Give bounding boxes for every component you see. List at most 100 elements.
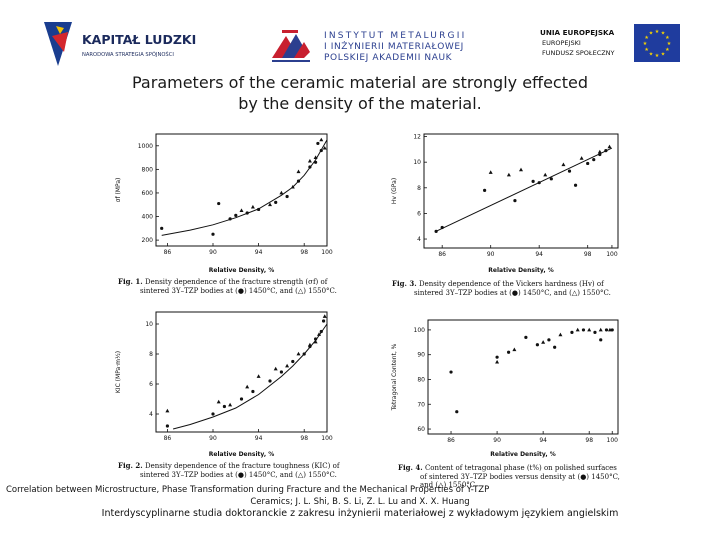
fig2-point-circle bbox=[302, 352, 306, 356]
fig4-point-circle bbox=[581, 328, 586, 332]
fig1-point-triangle bbox=[322, 145, 327, 150]
fig4-point-circle bbox=[593, 330, 597, 334]
fig4-point-triangle bbox=[541, 340, 546, 344]
fig3-point-circle bbox=[434, 229, 438, 233]
fig3-xtick-label: 94 bbox=[535, 251, 543, 258]
fig1-point-triangle bbox=[290, 184, 295, 189]
fig2-fit-curve bbox=[172, 323, 328, 430]
fig4-point-circle bbox=[599, 338, 603, 342]
fig1-xtick-label: 90 bbox=[209, 249, 217, 256]
fig3-ytick-label: 10 bbox=[413, 159, 421, 166]
fig4-ytick-label: 90 bbox=[417, 352, 425, 359]
fig3-ytick-label: 12 bbox=[413, 134, 421, 141]
eu-star-icon: ★ bbox=[661, 31, 666, 37]
fig1-point-circle bbox=[316, 141, 320, 146]
fig2-xtick-label: 98 bbox=[300, 435, 308, 442]
fig2-point-circle bbox=[291, 359, 295, 364]
fig3-point-circle bbox=[567, 169, 572, 173]
fig3-point-triangle bbox=[519, 167, 523, 172]
eu-line2: EUROPEJSKI bbox=[542, 39, 581, 47]
fig4-caption-line3: and (△) 1550°C. bbox=[420, 481, 478, 489]
fig4-chart: 86 90 94 98 100 60 70 80 90 100 Relative Density, … bbox=[391, 319, 619, 458]
kapital-ludzki-logo: KAPITAŁ LUDZKI NARODOWA STRATEGIA SPÓJNO… bbox=[42, 18, 222, 70]
eu-line1: UNIA EUROPEJSKA bbox=[540, 28, 615, 37]
fig4-xtick-label: 86 bbox=[447, 437, 455, 444]
fig3-point-circle bbox=[592, 158, 596, 162]
slide-title: Parameters of the ceramic material are s… bbox=[0, 72, 720, 114]
fig4-ylabel: Tetragonal Content, % bbox=[391, 343, 398, 411]
fig4-point-circle bbox=[570, 330, 574, 334]
fig3-point-triangle bbox=[607, 144, 612, 149]
eu-stars: ★ ★★★★★★★★★★★ bbox=[643, 29, 672, 59]
fig1-point-circle bbox=[274, 200, 278, 204]
fig3-point-triangle bbox=[579, 156, 584, 160]
fig3-point-circle bbox=[483, 188, 487, 192]
fig2-chart: 86 90 94 98 100 4 6 8 10 Relative Density, % KIC (… bbox=[115, 311, 333, 458]
fig2-point-circle bbox=[165, 424, 169, 428]
fig2-point-triangle bbox=[245, 384, 250, 389]
fig2-xtick-label: 86 bbox=[164, 435, 172, 442]
institute-emblem-icon bbox=[272, 30, 310, 62]
fig2-ytick-label: 6 bbox=[149, 381, 153, 388]
fig2-point-triangle bbox=[317, 332, 322, 336]
fig4-point-circle bbox=[449, 370, 453, 374]
fig2-ytick-label: 10 bbox=[145, 321, 153, 328]
footer-program-line: Interdyscyplinarne studia doktoranckie z… bbox=[101, 508, 619, 519]
fig2-ytick-label: 8 bbox=[149, 351, 153, 358]
eu-star-icon: ★ bbox=[667, 41, 672, 47]
fig2-point-triangle bbox=[273, 366, 278, 371]
fig3-ylabel: Hv (GPa) bbox=[391, 178, 398, 204]
eu-line3: FUNDUSZ SPOŁECZNY bbox=[542, 49, 615, 57]
fig2-xtick-label: 94 bbox=[255, 435, 263, 442]
fig2-point-triangle bbox=[307, 342, 312, 347]
fig1-point-circle bbox=[314, 160, 318, 164]
fig3-ytick-label: 8 bbox=[417, 185, 421, 192]
fig1-point-triangle bbox=[239, 208, 244, 213]
fig2-point-circle bbox=[279, 370, 283, 374]
fig1-ytick-label: 200 bbox=[142, 237, 154, 244]
kl-flag-red bbox=[52, 32, 68, 52]
fig3-point-circle bbox=[586, 161, 590, 166]
fig4-point-triangle bbox=[607, 327, 612, 332]
fig1-point-circle bbox=[217, 201, 221, 206]
eu-logo: UNIA EUROPEJSKA EUROPEJSKI FUNDUSZ SPOŁE… bbox=[538, 20, 682, 68]
fig4-xtick-label: 90 bbox=[493, 437, 501, 444]
fig2-point-circle bbox=[251, 389, 255, 394]
fig3-point-circle bbox=[440, 225, 444, 230]
fig3-caption-line1: Density dependence of the Vickers hardne… bbox=[418, 280, 604, 288]
fig3-point-circle bbox=[598, 152, 602, 157]
fig1-ytick-label: 1000 bbox=[138, 143, 153, 150]
fig1-point-triangle bbox=[313, 155, 318, 159]
fig1-point-circle bbox=[245, 211, 249, 215]
fig1-ytick-label: 800 bbox=[142, 166, 154, 173]
fig4-ytick-label: 100 bbox=[414, 327, 426, 334]
fig1-point-triangle bbox=[250, 204, 255, 209]
eu-star-icon: ★ bbox=[644, 47, 649, 53]
fig4-xtick-label: 98 bbox=[585, 437, 593, 444]
fig2-caption-line1: Density dependence of the fracture tough… bbox=[144, 462, 340, 470]
fig4-caption-label: Fig. 4. bbox=[398, 463, 423, 472]
fig2-xtick-label: 100 bbox=[321, 435, 333, 442]
fig3-point-triangle bbox=[488, 170, 493, 174]
fig3-point-triangle bbox=[561, 162, 566, 167]
fig2-point-triangle bbox=[216, 399, 221, 404]
fig2-point-triangle bbox=[256, 374, 261, 378]
fig1-ytick-label: 600 bbox=[142, 190, 154, 197]
fig2-point-circle bbox=[268, 379, 272, 383]
fig1-ylabel: σf (MPa) bbox=[115, 178, 122, 203]
fig1-chart: 86 90 94 98 100 200 400 600 800 1000 Relative Dens… bbox=[115, 133, 333, 274]
fig4-point-circle bbox=[553, 345, 557, 349]
fig1-xtick-label: 98 bbox=[300, 249, 308, 256]
fig3-point-circle bbox=[531, 179, 535, 183]
fig4-point-triangle bbox=[558, 332, 563, 337]
fig2-xlabel: Relative Density, % bbox=[209, 451, 274, 458]
fig2-point-circle bbox=[319, 329, 323, 334]
fig1-point-circle bbox=[257, 207, 261, 212]
fig3-ytick-label: 4 bbox=[417, 236, 421, 243]
fig4-point-circle bbox=[547, 338, 551, 342]
fig3-xtick-label: 90 bbox=[487, 251, 495, 258]
fig2-plot-frame bbox=[155, 311, 328, 433]
institute-logo: INSTYTUT METALURGII I INŻYNIERII MATERIA… bbox=[268, 20, 488, 70]
fig2-point-circle bbox=[239, 397, 244, 401]
fig1-caption-line2: sintered 3Y–TZP bodies at (●) 1450°C, an… bbox=[140, 286, 337, 295]
